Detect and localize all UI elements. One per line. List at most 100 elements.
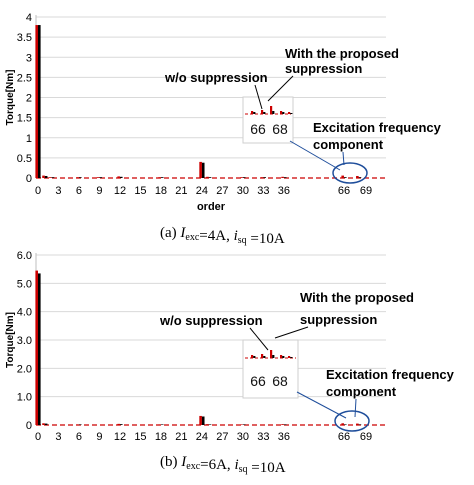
- y-tick-label: 6.0: [17, 250, 32, 262]
- inset-label-66: 66: [250, 373, 266, 389]
- annotation-leader-proposed: [274, 326, 309, 339]
- caption-i-sq: i: [234, 228, 238, 244]
- x-tick-label: 0: [35, 185, 41, 197]
- bar-proposed-order-36: [283, 424, 287, 425]
- annotation-excitation-line1: Excitation frequency: [326, 367, 455, 382]
- caption: (b) Iexc=6A, isq =10A: [160, 454, 286, 476]
- bar-wo-order-18: [158, 177, 161, 178]
- caption-exc-sub: exc: [186, 461, 200, 472]
- highlight-ellipse: [332, 162, 368, 184]
- x-tick-label: 69: [360, 431, 372, 443]
- bar-proposed-order-1: [44, 175, 48, 178]
- caption-sq-value: =10A: [247, 231, 285, 247]
- bar-proposed-order-0: [38, 25, 41, 178]
- bar-proposed-order-30: [242, 177, 246, 178]
- inset-bar-proposed: [272, 355, 275, 358]
- bar-proposed-order-25: [208, 177, 212, 178]
- x-tick-label: 24: [196, 431, 208, 443]
- bar-proposed-order-12: [119, 424, 123, 425]
- inset-label-68: 68: [272, 121, 288, 137]
- bar-proposed-order-18: [160, 424, 164, 425]
- bar-proposed-order-33: [263, 177, 266, 178]
- inset-label-66: 66: [250, 121, 266, 137]
- x-axis-label: order: [197, 201, 226, 213]
- annotation-leader-excitation: [342, 151, 345, 166]
- y-tick-label: 0: [26, 420, 32, 432]
- x-tick-label: 66: [338, 431, 350, 443]
- bar-proposed-order-66: [344, 177, 347, 178]
- x-tick-label: 3: [55, 185, 61, 197]
- caption-i-sq: i: [234, 457, 238, 473]
- x-tick-label: 18: [155, 431, 167, 443]
- bar-proposed-order-68: [358, 177, 362, 178]
- y-tick-label: 2.5: [17, 72, 32, 84]
- bar-proposed-order-25: [208, 424, 212, 425]
- bar-wo-order-36: [281, 176, 284, 178]
- highlight-ellipse: [334, 410, 370, 432]
- y-tick-label: 1.0: [17, 392, 32, 404]
- x-tick-label: 36: [278, 185, 290, 197]
- x-tick-label: 33: [257, 431, 269, 443]
- caption: (a) Iexc=4A, isq =10A: [160, 225, 285, 247]
- x-tick-label: 18: [155, 185, 167, 197]
- inset-label-68: 68: [272, 373, 288, 389]
- x-tick-label: 24: [196, 185, 208, 197]
- annotation-leader-proposed: [267, 75, 294, 102]
- caption-prefix: (a): [160, 225, 180, 241]
- bar-wo-order-0: [35, 25, 38, 178]
- inset-bar-wo: [280, 111, 283, 114]
- bar-wo-order-1: [42, 423, 45, 425]
- bar-proposed-order-66: [344, 424, 347, 425]
- caption-sq-sub: sq: [239, 464, 248, 475]
- y-tick-label: 3.0: [17, 335, 32, 347]
- inset-bar-wo: [261, 110, 264, 114]
- inset-bar-proposed: [282, 112, 285, 114]
- caption-sq-value: =10A: [248, 460, 286, 476]
- annotation-excitation-line2: component: [326, 384, 397, 399]
- bar-wo-order-9: [96, 177, 100, 178]
- bar-proposed-order-12: [119, 176, 123, 178]
- y-tick-label: 4.0: [17, 307, 32, 319]
- x-tick-label: 30: [237, 431, 249, 443]
- bar-wo-order-68: [356, 423, 359, 425]
- inset-bar-proposed: [263, 356, 266, 358]
- y-tick-label: 3.5: [17, 32, 32, 44]
- bar-proposed-order-9: [99, 177, 103, 178]
- annotation-leader-wo: [249, 327, 269, 351]
- annotation-leader-wo: [254, 84, 263, 110]
- bar-proposed-order-1: [44, 423, 48, 425]
- bar-wo-order-18: [158, 424, 161, 425]
- x-tick-label: 21: [175, 431, 187, 443]
- x-tick-label: 6: [76, 185, 82, 197]
- inset-bar-wo: [288, 112, 291, 114]
- bar-proposed-order-68: [358, 424, 362, 425]
- bar-proposed-order-6: [78, 424, 82, 425]
- annotation-proposed-line2: suppression: [300, 312, 377, 327]
- y-axis-label: Torque[Nm]: [5, 70, 16, 126]
- bar-wo-order-66: [341, 175, 344, 178]
- inset-box: [242, 96, 294, 144]
- annotation-excitation-line1: Excitation frequency: [313, 120, 442, 135]
- annotation-excitation-line2: component: [313, 137, 384, 152]
- bar-wo-order-25: [206, 424, 209, 425]
- bar-proposed-order-2: [51, 177, 55, 178]
- y-tick-label: 3: [26, 52, 32, 64]
- inset-box: [242, 339, 299, 399]
- bar-proposed-order-36: [283, 177, 287, 178]
- caption-exc-sub: exc: [185, 232, 199, 243]
- bar-wo-order-6: [76, 424, 79, 425]
- bar-wo-order-24: [199, 415, 202, 425]
- caption-exc-value: =4A,: [199, 228, 233, 244]
- y-tick-label: 1.5: [17, 113, 32, 125]
- inset-bar-wo: [280, 355, 283, 358]
- annotation-proposed-line2: suppression: [285, 61, 362, 76]
- x-tick-label: 9: [96, 185, 102, 197]
- annotation-proposed-line1: With the proposed: [285, 46, 399, 61]
- x-tick-label: 66: [338, 185, 350, 197]
- bar-proposed-order-18: [160, 177, 164, 178]
- bar-wo-order-30: [240, 177, 243, 178]
- annotation-leader-excitation: [354, 398, 357, 418]
